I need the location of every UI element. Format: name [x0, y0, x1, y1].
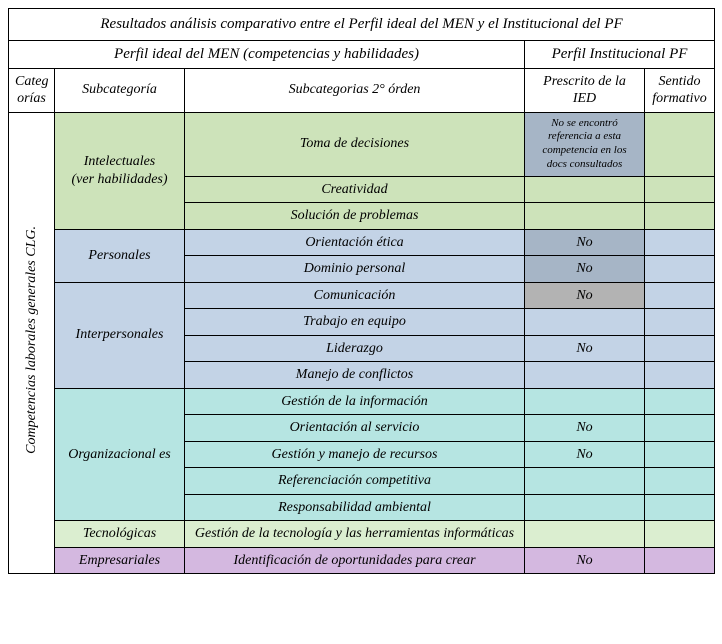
sentido-cell [645, 494, 715, 521]
sub2-creatividad: Creatividad [185, 176, 525, 203]
col-prescrito: Prescrito de la IED [525, 68, 645, 112]
table-row: Interpersonales Comunicación No [9, 282, 715, 309]
prescrito-no: No [525, 441, 645, 468]
prescrito-cell [525, 176, 645, 203]
header-right: Perfil Institucional PF [525, 40, 715, 68]
sub2-liderazgo: Liderazgo [185, 335, 525, 362]
col-subcategoria: Subcategoría [55, 68, 185, 112]
sub2-referenciacion: Referenciación competitiva [185, 468, 525, 495]
prescrito-no: No [525, 229, 645, 256]
prescrito-cell [525, 362, 645, 389]
table-row: Tecnológicas Gestión de la tecnología y … [9, 521, 715, 548]
sentido-cell [645, 309, 715, 336]
sentido-cell [645, 112, 715, 176]
sentido-cell [645, 203, 715, 230]
prescrito-no: No [525, 335, 645, 362]
comparative-table: Resultados análisis comparativo entre el… [8, 8, 715, 574]
table-row: Personales Orientación ética No [9, 229, 715, 256]
sub2-dominio-personal: Dominio personal [185, 256, 525, 283]
subcat-empresariales: Empresariales [55, 547, 185, 574]
sub2-solucion-problemas: Solución de problemas [185, 203, 525, 230]
sentido-cell [645, 415, 715, 442]
prescrito-cell [525, 203, 645, 230]
subcat-personales: Personales [55, 229, 185, 282]
sentido-cell [645, 441, 715, 468]
sub2-gestion-tecnologia: Gestión de la tecnología y las herramien… [185, 521, 525, 548]
sub2-gestion-informacion: Gestión de la información [185, 388, 525, 415]
col-categorias: Categ orías [9, 68, 55, 112]
column-header-row: Categ orías Subcategoría Subcategorias 2… [9, 68, 715, 112]
subcat-intelectuales: Intelectuales (ver habilidades) [55, 112, 185, 229]
prescrito-no: No [525, 415, 645, 442]
prescrito-no: No [525, 256, 645, 283]
category-cell: Competencias laborales generales CLG. [9, 112, 55, 574]
subcat-organizacionales: Organizacional es [55, 388, 185, 521]
title-row: Resultados análisis comparativo entre el… [9, 9, 715, 41]
sentido-cell [645, 362, 715, 389]
sub2-toma-decisiones: Toma de decisiones [185, 112, 525, 176]
sentido-cell [645, 335, 715, 362]
sentido-cell [645, 468, 715, 495]
sub2-ident-oportunidades: Identificación de oportunidades para cre… [185, 547, 525, 574]
subcat-tecnologicas: Tecnológicas [55, 521, 185, 548]
sentido-cell [645, 388, 715, 415]
table-row: Empresariales Identificación de oportuni… [9, 547, 715, 574]
subcat-interpersonales: Interpersonales [55, 282, 185, 388]
category-vertical-label: Competencias laborales generales CLG. [23, 226, 41, 454]
sentido-cell [645, 521, 715, 548]
prescrito-cell [525, 494, 645, 521]
table-title: Resultados análisis comparativo entre el… [9, 9, 715, 41]
col-sub2: Subcategorias 2° órden [185, 68, 525, 112]
prescrito-cell [525, 388, 645, 415]
sentido-cell [645, 229, 715, 256]
sentido-cell [645, 256, 715, 283]
sub2-manejo-conflictos: Manejo de conflictos [185, 362, 525, 389]
prescrito-no: No [525, 547, 645, 574]
sub2-orientacion-servicio: Orientación al servicio [185, 415, 525, 442]
prescrito-cell [525, 309, 645, 336]
prescrito-cell [525, 468, 645, 495]
prescrito-no: No [525, 282, 645, 309]
note-toma-decisiones: No se encontró referencia a esta compete… [525, 112, 645, 176]
sub2-gestion-recursos: Gestión y manejo de recursos [185, 441, 525, 468]
col-sentido: Sentido formativo [645, 68, 715, 112]
table-row: Competencias laborales generales CLG. In… [9, 112, 715, 176]
sentido-cell [645, 282, 715, 309]
header-left: Perfil ideal del MEN (competencias y hab… [9, 40, 525, 68]
sub2-orientacion-etica: Orientación ética [185, 229, 525, 256]
header-group-row: Perfil ideal del MEN (competencias y hab… [9, 40, 715, 68]
sub2-comunicacion: Comunicación [185, 282, 525, 309]
sub2-responsabilidad-ambiental: Responsabilidad ambiental [185, 494, 525, 521]
table-row: Organizacional es Gestión de la informac… [9, 388, 715, 415]
prescrito-cell [525, 521, 645, 548]
sentido-cell [645, 176, 715, 203]
sub2-trabajo-equipo: Trabajo en equipo [185, 309, 525, 336]
sentido-cell [645, 547, 715, 574]
